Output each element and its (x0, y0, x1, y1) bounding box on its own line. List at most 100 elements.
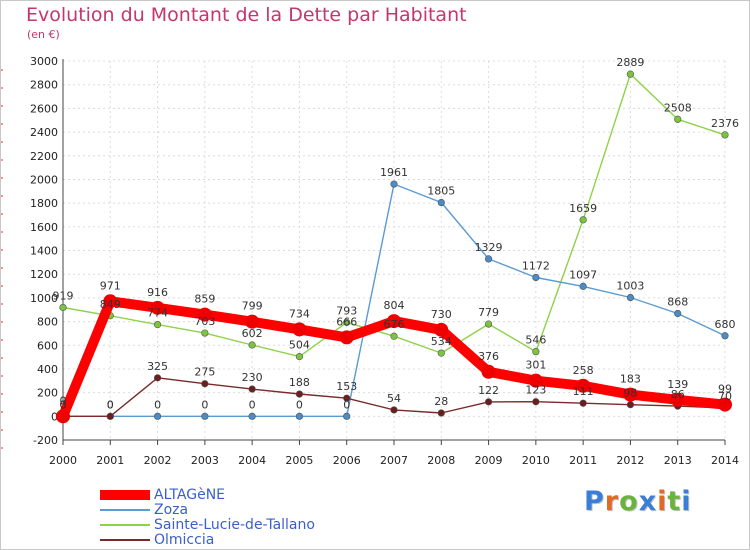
data-label: 546 (525, 334, 546, 347)
y-tick-label: 1600 (30, 221, 58, 234)
data-label: 0 (249, 398, 256, 411)
x-tick-label: 2012 (616, 454, 644, 467)
y-tick-label: 1800 (30, 197, 58, 210)
data-point (248, 341, 256, 349)
data-label: 99 (718, 383, 732, 396)
data-point (197, 307, 212, 322)
legend-swatch (100, 539, 150, 541)
data-point (343, 412, 351, 420)
legend-label: ALTAGèNE (154, 487, 226, 503)
data-point (153, 412, 162, 420)
y-tick-label: 200 (37, 387, 58, 400)
y-tick-label: 2800 (30, 79, 58, 92)
data-point (201, 380, 209, 388)
data-label: 779 (478, 306, 499, 319)
data-label: 0 (343, 398, 350, 411)
data-label: 86 (671, 388, 685, 401)
y-tick-label: 2400 (30, 126, 58, 139)
x-tick-label: 2011 (569, 454, 597, 467)
data-label: 1003 (616, 280, 644, 293)
data-point (579, 282, 587, 290)
data-point (437, 409, 445, 417)
data-point (390, 406, 398, 414)
data-point (390, 180, 398, 188)
x-tick-label: 2004 (238, 454, 266, 467)
data-point (153, 374, 162, 382)
data-point (295, 390, 304, 398)
legend-item: Sainte-Lucie-de-Tallano (100, 517, 315, 533)
brand-letter: t (667, 486, 682, 517)
data-point (626, 401, 635, 409)
data-label: 859 (194, 293, 215, 306)
y-tick-label: 1400 (30, 245, 58, 258)
data-point (103, 294, 118, 309)
x-tick-label: 2006 (333, 454, 361, 467)
data-point (532, 398, 540, 406)
y-tick-label: 1200 (30, 268, 58, 281)
x-tick-label: 2000 (49, 454, 77, 467)
data-label: 111 (573, 385, 594, 398)
x-tick-label: 2005 (285, 454, 313, 467)
data-label: 1659 (569, 202, 597, 215)
legend-label: Sainte-Lucie-de-Tallano (154, 517, 315, 533)
legend-item: Zoza (100, 502, 188, 518)
x-tick-label: 2010 (522, 454, 550, 467)
data-label: 703 (194, 315, 215, 328)
data-label: 123 (525, 384, 546, 397)
data-label: 0 (154, 398, 161, 411)
legend-label: Olmiccia (154, 532, 215, 548)
data-label: 1805 (427, 185, 455, 198)
data-point (674, 309, 682, 318)
data-label: 916 (147, 286, 168, 299)
x-tick-label: 2008 (427, 454, 455, 467)
brand-letter: x (638, 486, 658, 517)
data-label: 70 (718, 390, 732, 403)
y-tick-label: 2600 (30, 102, 58, 115)
data-point (484, 255, 493, 263)
data-point (721, 332, 729, 340)
data-point (201, 329, 209, 337)
data-point (721, 131, 729, 139)
brand-letter: i (681, 486, 692, 517)
data-point (387, 314, 401, 329)
y-tick-label: -200 (33, 434, 58, 447)
chart-title: Evolution du Montant de la Dette par Hab… (26, 4, 467, 26)
data-point (481, 364, 496, 379)
y-tick-label: 1000 (30, 292, 58, 305)
brand-letter: P (584, 486, 605, 517)
data-label: 919 (53, 289, 74, 302)
legend-swatch (100, 524, 150, 526)
data-label: 188 (289, 376, 310, 389)
data-label: 0 (107, 398, 114, 411)
data-point (339, 330, 354, 345)
data-point (434, 322, 449, 337)
brand-letter: r (604, 486, 620, 517)
legend-item: Olmiccia (100, 532, 214, 548)
data-label: 774 (147, 307, 168, 320)
data-point (532, 348, 540, 356)
data-point (153, 321, 162, 329)
y-tick-label: 2000 (30, 173, 58, 186)
data-label: 1329 (475, 241, 503, 254)
data-point (532, 273, 540, 282)
data-label: 2376 (711, 117, 739, 130)
legend-swatch (100, 509, 150, 511)
data-point (579, 216, 587, 224)
brand-logo: Proxiti (584, 486, 692, 517)
data-point (626, 293, 635, 302)
data-label: 804 (384, 299, 405, 312)
data-label: 325 (147, 360, 168, 373)
data-label: 0 (201, 398, 208, 411)
data-point (390, 332, 398, 340)
data-point (718, 397, 732, 412)
data-point (201, 412, 209, 420)
data-point (437, 349, 445, 357)
data-label: 676 (384, 318, 405, 331)
data-label: 54 (387, 392, 401, 405)
brand-letter: o (619, 486, 639, 517)
data-label: 971 (100, 279, 121, 292)
data-label: 0 (60, 398, 67, 411)
data-point (248, 412, 256, 420)
y-tick-label: 3000 (30, 55, 58, 68)
